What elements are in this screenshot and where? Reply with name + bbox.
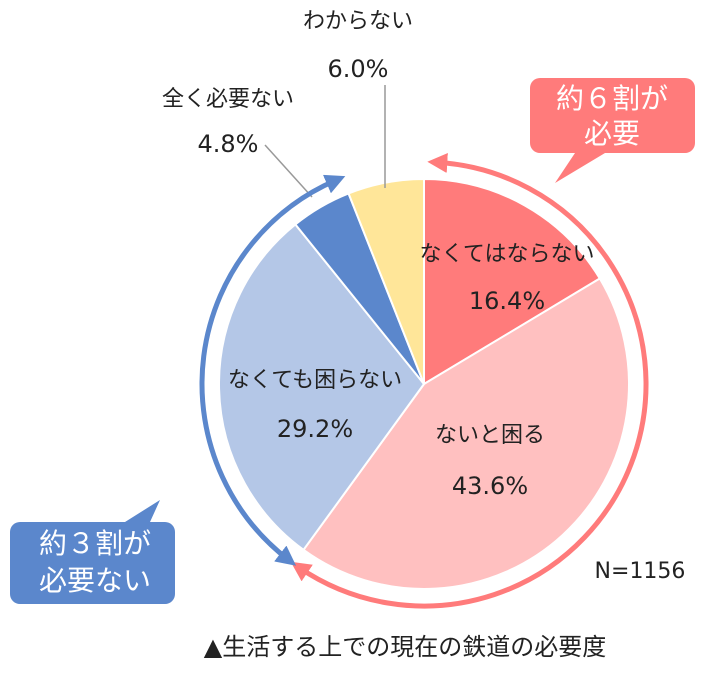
category-label: 全く必要ない: [162, 87, 294, 112]
callout-text: 約６割が: [556, 82, 668, 115]
callout-box: [530, 78, 695, 183]
value-label: 16.4%: [469, 287, 545, 315]
group-arc: [199, 174, 346, 566]
category-label: ないと困る: [435, 423, 545, 448]
value-label: 6.0%: [328, 55, 389, 83]
category-label: なくてはならない: [420, 242, 595, 267]
callout-text: 必要ない: [39, 564, 151, 597]
value-label: 29.2%: [277, 415, 353, 443]
category-label: なくても困らない: [228, 368, 402, 393]
value-label: 43.6%: [452, 472, 528, 500]
value-label: 4.8%: [198, 130, 259, 158]
sample-size: N=1156: [595, 559, 686, 584]
callout-text: 約３割が: [39, 527, 151, 560]
group-arc: [290, 153, 649, 609]
callout-text: 必要: [584, 117, 640, 150]
caption: ▲生活する上での現在の鉄道の必要度: [204, 633, 606, 661]
category-label: わからない: [303, 9, 413, 34]
callout-box: [10, 500, 175, 604]
leader-line: [264, 144, 313, 198]
